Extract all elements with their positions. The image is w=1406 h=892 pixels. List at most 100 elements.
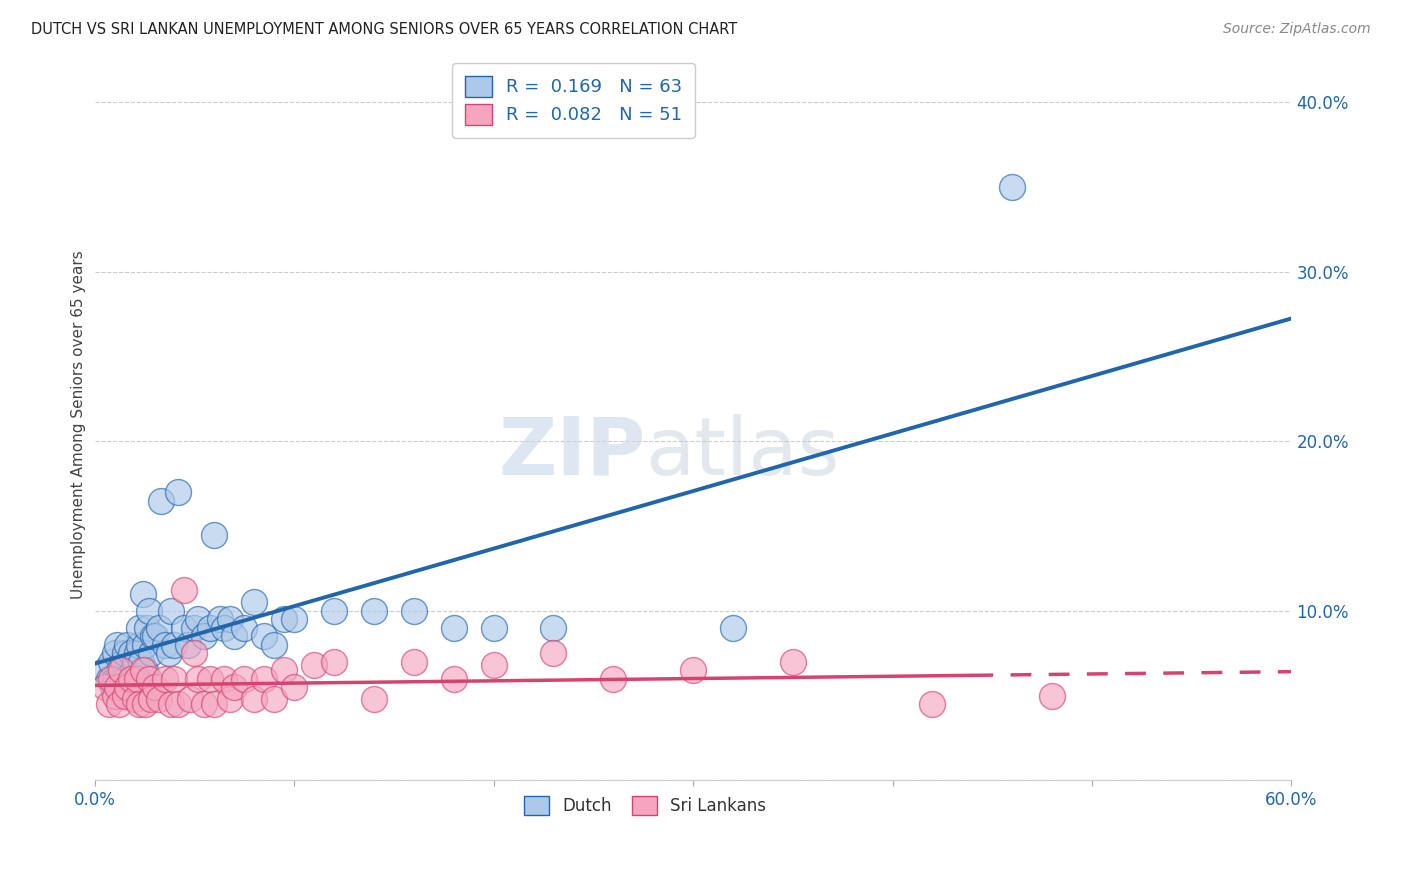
Point [159,697,181,711]
Point [443,621,465,635]
Point [101,680,124,694]
Point [105,680,128,694]
Point [125,672,148,686]
Point [104,672,127,686]
Point [142,629,165,643]
Point [97,672,120,686]
Point [111,655,134,669]
Point [243,692,266,706]
Point [104,646,127,660]
Text: Source: ZipAtlas.com: Source: ZipAtlas.com [1223,22,1371,37]
Point [283,680,305,694]
Point [273,612,295,626]
Point [157,646,180,660]
Point [114,672,136,686]
Text: atlas: atlas [645,414,839,491]
Point [402,604,425,618]
Point [323,604,346,618]
Point [187,612,209,626]
Point [143,680,166,694]
Point [193,629,215,643]
Point [149,493,172,508]
Point [159,604,181,618]
Point [104,689,127,703]
Point [253,672,276,686]
Point [115,638,138,652]
Point [105,638,128,652]
Point [163,638,186,652]
Point [224,629,246,643]
Point [682,663,704,677]
Point [167,697,190,711]
Point [110,680,132,694]
Point [124,692,146,706]
Point [202,527,225,541]
Y-axis label: Unemployment Among Seniors over 65 years: Unemployment Among Seniors over 65 years [72,250,86,599]
Point [124,655,146,669]
Point [114,646,136,660]
Point [273,663,295,677]
Point [134,638,156,652]
Point [602,672,624,686]
Point [125,646,148,660]
Point [263,638,285,652]
Point [782,655,804,669]
Point [173,621,195,635]
Point [107,663,129,677]
Point [263,692,285,706]
Point [134,697,156,711]
Point [163,672,186,686]
Point [224,680,246,694]
Point [114,689,136,703]
Text: DUTCH VS SRI LANKAN UNEMPLOYMENT AMONG SENIORS OVER 65 YEARS CORRELATION CHART: DUTCH VS SRI LANKAN UNEMPLOYMENT AMONG S… [31,22,737,37]
Point [243,595,266,609]
Point [128,697,150,711]
Point [120,672,142,686]
Point [93,663,115,677]
Point [120,672,142,686]
Point [402,655,425,669]
Point [177,638,200,652]
Point [219,692,242,706]
Point [131,587,153,601]
Point [107,697,129,711]
Point [100,672,122,686]
Point [1040,689,1063,703]
Point [202,697,225,711]
Point [323,655,346,669]
Point [148,692,170,706]
Point [117,680,139,694]
Point [1001,180,1024,194]
Point [167,485,190,500]
Point [134,663,156,677]
Point [173,583,195,598]
Point [233,621,256,635]
Point [183,621,205,635]
Point [543,646,565,660]
Point [115,680,138,694]
Point [138,672,160,686]
Point [128,638,150,652]
Point [138,604,160,618]
Point [214,621,236,635]
Point [139,692,162,706]
Point [124,672,146,686]
Point [543,621,565,635]
Point [120,646,142,660]
Point [153,672,176,686]
Point [219,612,242,626]
Point [129,655,152,669]
Point [214,672,236,686]
Point [110,663,132,677]
Point [302,658,325,673]
Point [135,621,157,635]
Point [921,697,943,711]
Point [143,629,166,643]
Point [200,621,222,635]
Point [100,655,122,669]
Point [209,612,232,626]
Point [721,621,744,635]
Point [121,663,143,677]
Point [283,612,305,626]
Point [482,621,505,635]
